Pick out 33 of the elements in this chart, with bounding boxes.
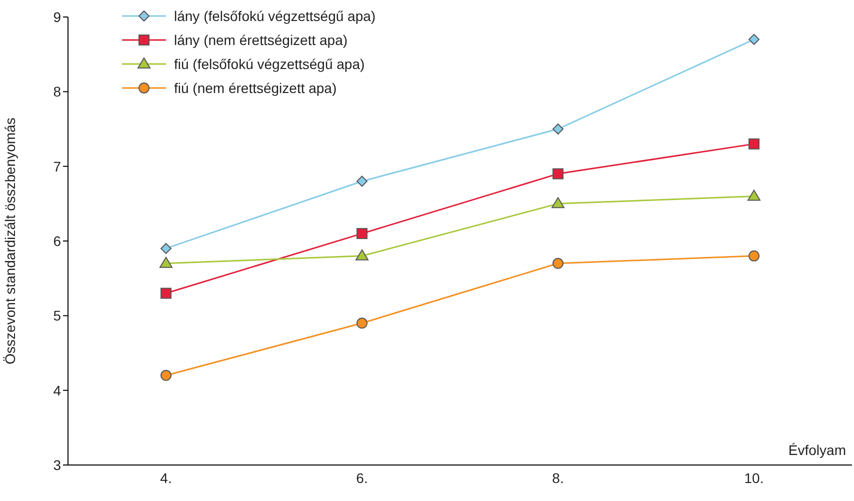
point: [748, 34, 760, 45]
x-tick-label: 10.: [744, 470, 764, 486]
point: [160, 370, 172, 381]
y-tick-label: 6: [53, 232, 62, 249]
point: [748, 138, 760, 150]
point: [552, 124, 564, 134]
point: [748, 250, 760, 262]
point: [356, 176, 368, 187]
x-tick-label: 6.: [356, 470, 368, 486]
point: [552, 168, 564, 180]
y-tick-label: 3: [53, 456, 62, 473]
point: [356, 249, 368, 260]
x-tick-label: 8.: [552, 470, 564, 486]
x-axis-title: Évfolyam: [788, 442, 846, 458]
y-tick-label: 5: [53, 308, 62, 324]
legend-label: lány (felsőfokú végzettségű apa): [174, 8, 376, 24]
y-axis-title: Összevont standardizált összbenyomás: [2, 118, 18, 364]
point: [552, 258, 564, 269]
point: [552, 197, 564, 208]
point: [356, 318, 368, 329]
legend-label: lány (nem érettségizett apa): [174, 32, 348, 48]
y-tick-label: 7: [53, 158, 62, 174]
legend-label: fiú (nem érettségizett apa): [174, 80, 337, 96]
legend-label: fiú (felsőfokú végzettségű apa): [174, 56, 365, 72]
x-tick-label: 4.: [160, 470, 172, 486]
y-tick-label: 8: [53, 84, 62, 100]
point: [160, 256, 172, 268]
point: [748, 190, 760, 201]
point: [160, 288, 172, 299]
point: [356, 228, 368, 240]
y-tick-label: 9: [53, 8, 62, 25]
y-tick-label: 4: [53, 382, 62, 398]
point: [160, 242, 172, 254]
